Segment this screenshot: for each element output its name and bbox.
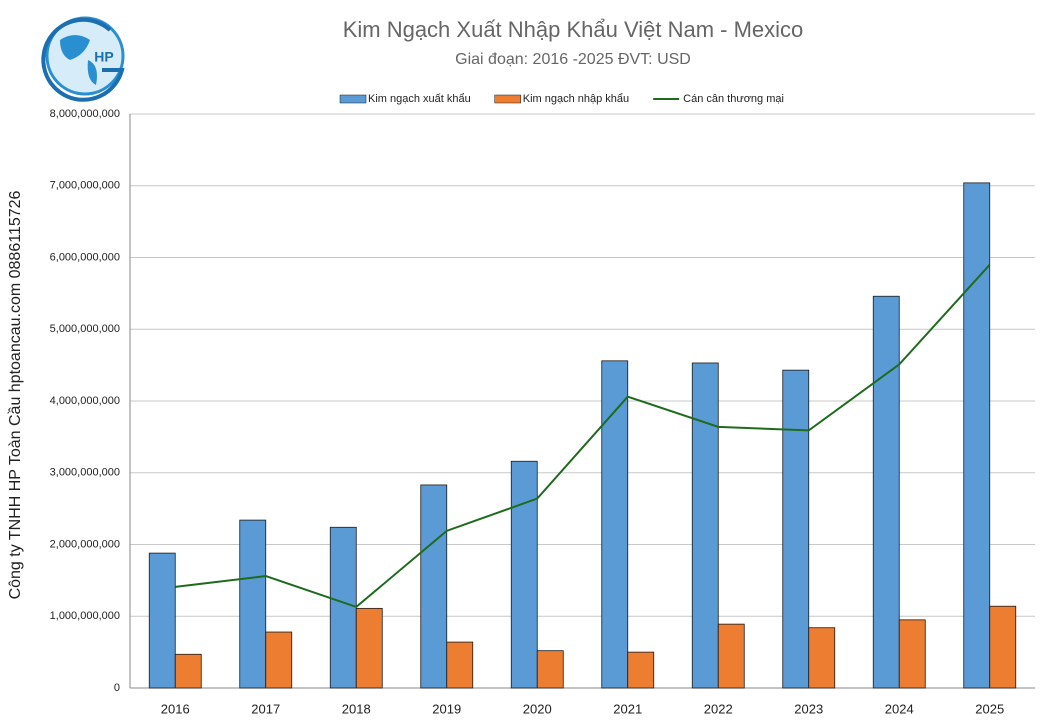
- y-tick-label: 7,000,000,000: [50, 180, 120, 192]
- legend-label: Kim ngạch nhập khẩu: [523, 93, 629, 105]
- legend-label: Cán cân thương mại: [683, 93, 784, 105]
- x-tick-label: 2024: [885, 701, 914, 716]
- bar: [174, 653, 202, 689]
- logo-g: [41, 17, 125, 102]
- x-tick-label: 2020: [523, 701, 552, 716]
- bar: [510, 460, 538, 689]
- logo: HP: [41, 16, 125, 102]
- bar: [355, 607, 383, 689]
- bar: [627, 651, 655, 689]
- legend-swatch: [494, 94, 521, 104]
- chart-title: Kim Ngạch Xuất Nhập Khẩu Việt Nam - Mexi…: [343, 17, 804, 42]
- x-tick-label: 2017: [251, 701, 280, 716]
- legend-swatch: [339, 94, 367, 104]
- line: [175, 264, 991, 609]
- y-tick-label: 1,000,000,000: [50, 610, 120, 622]
- y-tick-label: 8,000,000,000: [50, 108, 120, 120]
- bar: [420, 484, 448, 689]
- x-tick-label: 2018: [342, 701, 371, 716]
- x-tick-label: 2016: [161, 701, 190, 716]
- bar: [148, 552, 176, 689]
- x-tick-label: 2022: [704, 701, 733, 716]
- y-tick-label: 5,000,000,000: [50, 323, 120, 335]
- y-tick-label: 3,000,000,000: [50, 467, 120, 479]
- bar: [717, 623, 745, 689]
- legend-label: Kim ngạch xuất khẩu: [368, 93, 471, 105]
- bar: [782, 369, 810, 689]
- bar: [329, 526, 357, 689]
- y-tick-label: 0: [114, 682, 120, 694]
- bar: [601, 360, 629, 689]
- bar: [808, 627, 836, 689]
- bar: [536, 650, 564, 689]
- x-tick-label: 2023: [794, 701, 823, 716]
- side-text: Công ty TNHH HP Toàn Cầu hptoancau.com 0…: [7, 190, 24, 599]
- chart-subtitle: Giai đoạn: 2016 -2025 ĐVT: USD: [455, 51, 691, 68]
- bar: [898, 619, 926, 689]
- logo-land: [60, 35, 97, 85]
- bar: [872, 295, 900, 689]
- x-tick-label: 2019: [432, 701, 461, 716]
- y-tick-label: 6,000,000,000: [50, 251, 120, 263]
- y-tick-label: 2,000,000,000: [50, 538, 120, 550]
- y-tick-label: 4,000,000,000: [50, 395, 120, 407]
- bar: [989, 605, 1017, 689]
- bar: [691, 362, 719, 689]
- bar: [446, 641, 474, 689]
- bar: [963, 182, 991, 689]
- logo-text: HP: [94, 49, 113, 65]
- x-tick-label: 2025: [975, 701, 1004, 716]
- x-tick-label: 2021: [613, 701, 642, 716]
- bar: [239, 519, 267, 689]
- bar: [265, 631, 293, 689]
